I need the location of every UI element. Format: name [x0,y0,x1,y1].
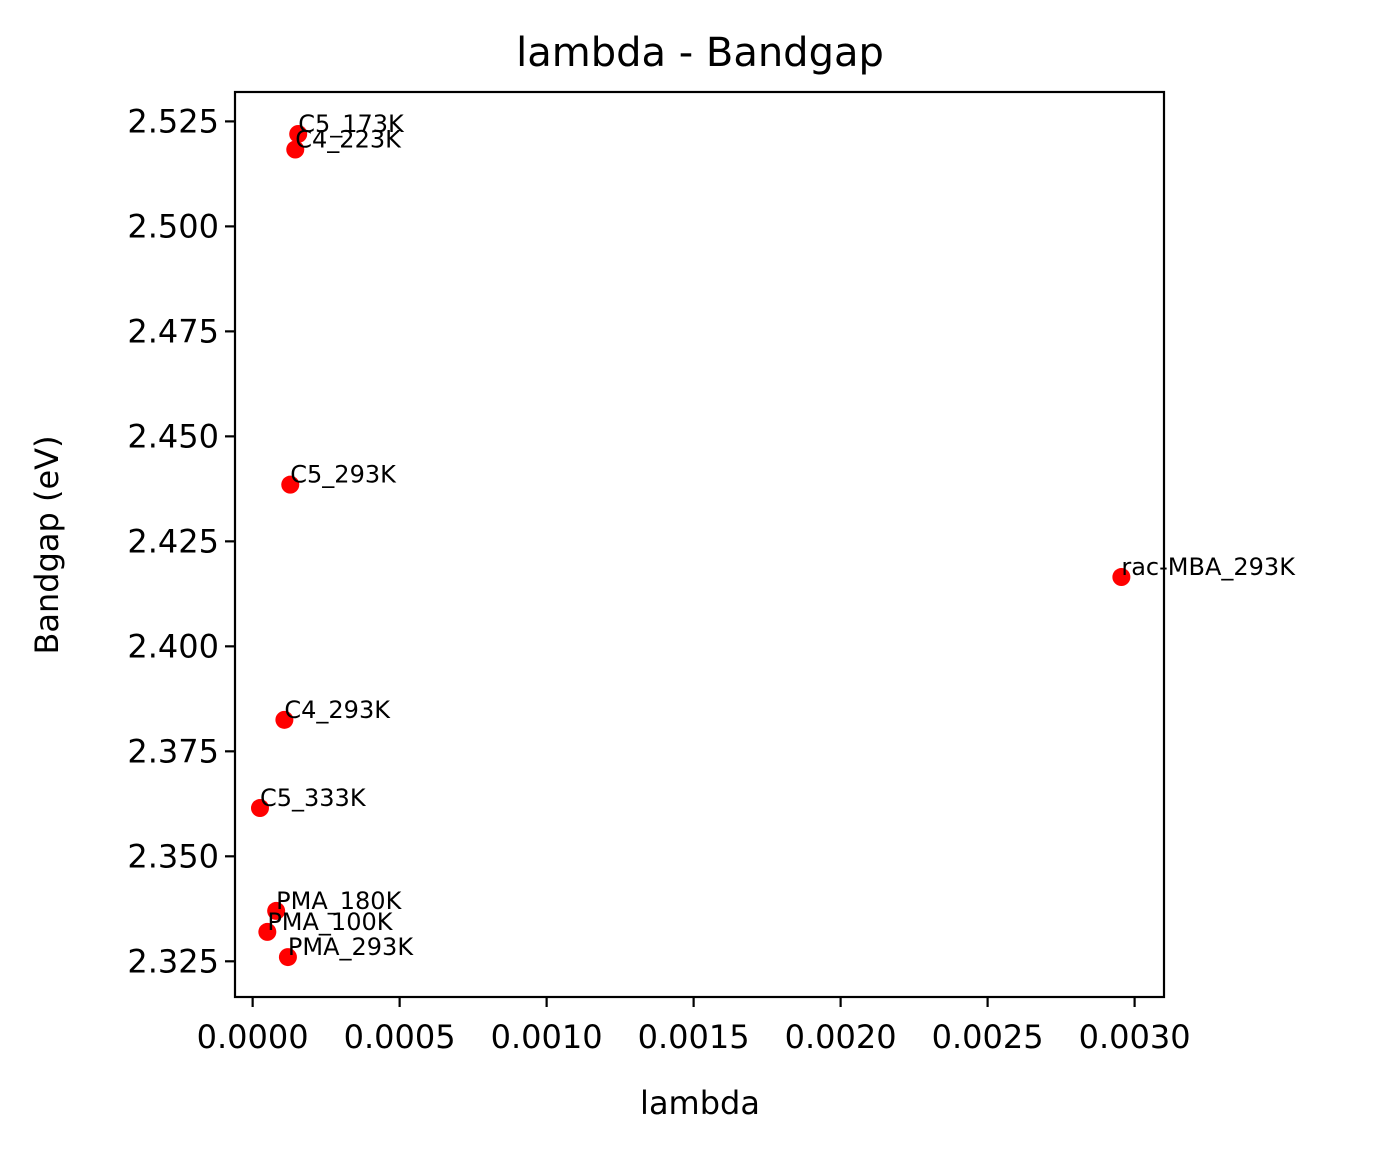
data-point [267,901,286,920]
x-tick-label: 0.0000 [197,1018,309,1056]
y-tick-label: 2.375 [127,732,219,770]
chart-title: lambda - Bandgap [516,30,884,76]
y-tick-label: 2.475 [127,312,219,350]
data-point [286,140,305,159]
y-tick-label: 2.400 [127,627,219,665]
y-tick-label: 2.450 [127,417,219,455]
data-point-label: C5_293K [290,461,397,489]
data-point-label: C4_223K [295,126,402,154]
y-tick-label: 2.325 [127,942,219,980]
data-point [278,948,297,967]
x-tick-label: 0.0025 [932,1018,1044,1056]
data-point-label: C5_333K [260,784,367,812]
y-axis-label: Bandgap (eV) [28,435,66,654]
data-point-label: C5_173K [298,110,405,138]
x-tick-label: 0.0005 [344,1018,456,1056]
y-tick-label: 2.525 [127,102,219,140]
x-axis-label: lambda [640,1084,760,1122]
data-point-label: rac-MBA_293K [1121,553,1296,581]
data-point [258,922,277,941]
y-axis-ticks: 2.325 2.350 2.375 2.400 2.425 2.450 2.475 2.500… [127,102,235,980]
data-point-label: PMA_293K [288,933,414,961]
data-point [275,710,294,729]
y-tick-label: 2.425 [127,522,219,560]
data-point [289,124,308,143]
data-point-label: PMA_180K [276,887,402,915]
x-tick-label: 0.0020 [785,1018,897,1056]
y-tick-label: 2.350 [127,837,219,875]
data-point [250,799,269,818]
data-point [1112,568,1131,587]
data-point-label: C4_293K [284,696,391,724]
data-point-label: PMA_100K [267,908,393,936]
data-point [281,475,300,494]
y-tick-label: 2.500 [127,207,219,245]
x-axis-ticks: 0.0000 0.0005 0.0010 0.0015 0.0020 0.0025 0.00… [197,997,1191,1056]
x-tick-label: 0.0030 [1079,1018,1191,1056]
x-tick-label: 0.0010 [491,1018,603,1056]
plot-frame [233,90,1166,999]
x-tick-label: 0.0015 [638,1018,750,1056]
